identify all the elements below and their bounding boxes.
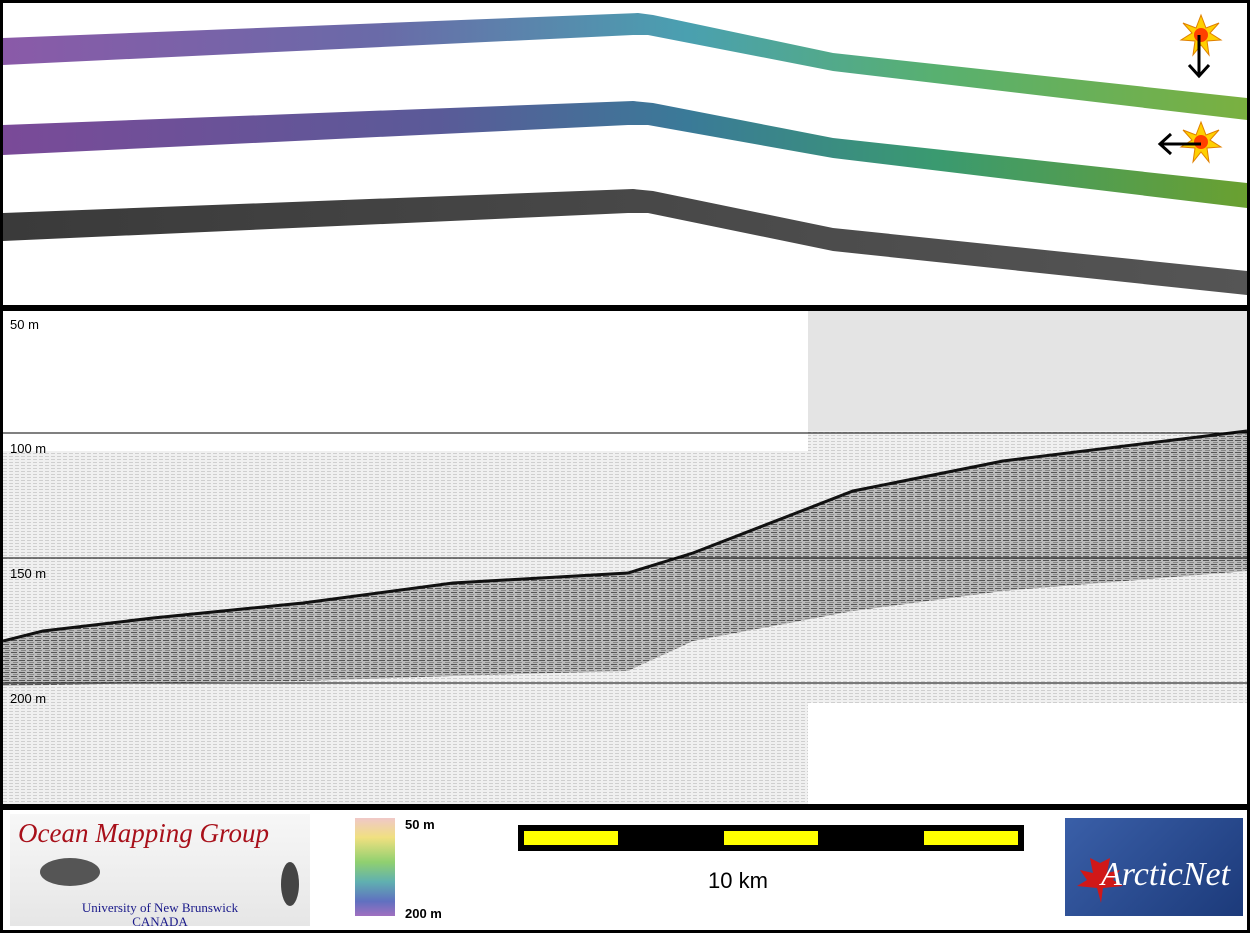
arrow-left-icon [1157, 132, 1201, 156]
depth-colorbar [355, 818, 395, 916]
sun-icon [1179, 13, 1223, 57]
depth-label-150: 150 m [10, 566, 47, 581]
arrow-down-icon [1187, 35, 1211, 79]
maple-leaf-icon [1077, 848, 1123, 903]
omg-logo-country: CANADA [132, 914, 188, 929]
profile-window-right-top [808, 311, 1247, 431]
swath-strip-shaded [3, 101, 1247, 208]
profile-svg [3, 311, 1247, 804]
omg-logo-graphic [40, 858, 299, 906]
swath-panel [3, 3, 1247, 305]
profile-panel: 50 m 100 m 150 m 200 m [3, 311, 1247, 804]
scale-segment [924, 831, 1018, 845]
scale-segment [724, 831, 818, 845]
colorbar-bottom-label: 200 m [405, 906, 442, 921]
footer-panel: Ocean Mapping Group University of New Br… [3, 810, 1247, 930]
omg-logo: Ocean Mapping Group University of New Br… [10, 814, 310, 929]
scale-label: 10 km [708, 868, 768, 893]
colorbar-top-label: 50 m [405, 817, 435, 832]
seafloor-reflector [3, 429, 1247, 643]
sediment-layers [3, 431, 1247, 686]
scale-bar [518, 825, 1024, 851]
swath-strip-bathymetry [3, 13, 1247, 120]
depth-label-200: 200 m [10, 691, 47, 706]
omg-logo-title: Ocean Mapping Group [18, 818, 269, 848]
arcticnet-logo: ArcticNet [1065, 818, 1243, 916]
arcticnet-text: ArcticNet [1101, 856, 1231, 893]
omg-logo-university: University of New Brunswick [81, 900, 239, 915]
sun-icon [1179, 120, 1223, 164]
swath-svg [3, 13, 1247, 295]
scale-segment [524, 831, 618, 845]
depth-label-50: 50 m [10, 317, 39, 332]
depth-label-100: 100 m [10, 441, 47, 456]
swath-strip-backscatter [3, 189, 1247, 295]
